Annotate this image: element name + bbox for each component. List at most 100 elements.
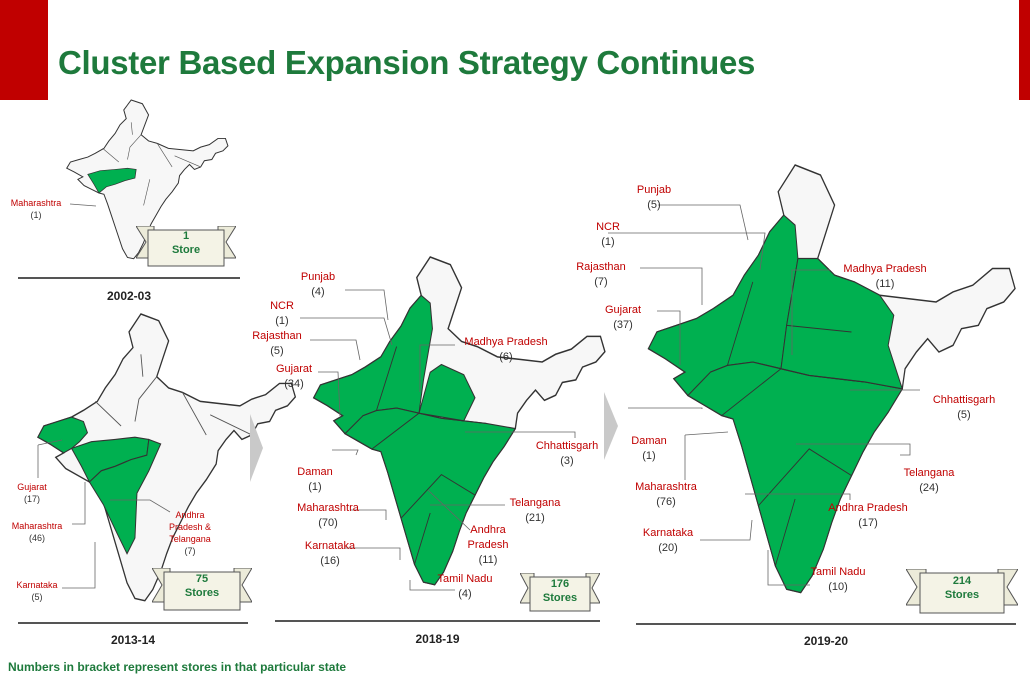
store-count: (3) bbox=[560, 454, 574, 467]
state-name: NCR bbox=[596, 221, 620, 233]
state-name: Tamil Nadu bbox=[810, 566, 866, 578]
state-name: Karnataka bbox=[304, 540, 356, 552]
state-name: Rajasthan bbox=[252, 330, 302, 342]
store-count: (1) bbox=[642, 449, 656, 462]
store-count: (7) bbox=[184, 546, 196, 557]
store-count: (11) bbox=[875, 277, 895, 290]
panel1-label-maharashtra: Maharashtra (1) bbox=[2, 197, 70, 221]
state-name: Gujarat bbox=[275, 363, 313, 375]
store-badge-2013-14-text: 75 Stores bbox=[152, 572, 252, 601]
baseline-2013-14 bbox=[18, 622, 248, 624]
state-name: Karnataka bbox=[16, 580, 58, 590]
panel3-label-andhra-pradesh: Andhra Pradesh (11) bbox=[458, 523, 518, 568]
store-count: (17) bbox=[858, 516, 878, 529]
store-count: (5) bbox=[31, 592, 43, 603]
store-unit: Stores bbox=[184, 587, 220, 600]
state-name: Maharashtra bbox=[11, 521, 63, 531]
state-name: Gujarat bbox=[604, 304, 642, 316]
store-count: (46) bbox=[28, 533, 45, 544]
baseline-2002-03 bbox=[18, 277, 240, 279]
state-name: Telangana bbox=[903, 467, 955, 479]
store-count: (11) bbox=[478, 553, 498, 566]
store-count: (1) bbox=[30, 210, 42, 221]
baseline-2019-20 bbox=[636, 623, 1016, 625]
panel3-label-karnataka: Karnataka (16) bbox=[294, 539, 366, 569]
panel2-label-andhra-telangana: Andhra Pradesh & Telangana (7) bbox=[158, 509, 222, 558]
period-2013-14: 2013-14 bbox=[110, 633, 156, 647]
map-2013-14 bbox=[37, 313, 297, 602]
panel3-label-daman: Daman (1) bbox=[290, 465, 340, 495]
store-count: (5) bbox=[270, 344, 284, 357]
map-2019-20 bbox=[647, 164, 1016, 594]
state-name: NCR bbox=[270, 300, 294, 312]
state-name: Punjab bbox=[636, 184, 672, 196]
state-name: Daman bbox=[631, 435, 667, 447]
state-name: Daman bbox=[297, 466, 333, 478]
panel4-label-tamil-nadu: Tamil Nadu (10) bbox=[800, 565, 876, 595]
store-count: (5) bbox=[957, 408, 971, 421]
state-name: Madhya Pradesh bbox=[464, 336, 548, 348]
state-name: Andhra Pradesh bbox=[828, 502, 908, 514]
state-name: Tamil Nadu bbox=[437, 573, 493, 585]
baseline-2018-19 bbox=[275, 620, 600, 622]
store-badge-2002-03 bbox=[136, 226, 236, 267]
store-count: (4) bbox=[311, 285, 325, 298]
right-accent-bar bbox=[1019, 0, 1030, 100]
store-count: (1) bbox=[275, 314, 289, 327]
state-name-line: Telangana bbox=[169, 534, 211, 545]
store-count: (4) bbox=[458, 587, 472, 600]
store-count: 75 bbox=[195, 573, 209, 585]
state-name: Telangana bbox=[509, 497, 561, 509]
state-name: Maharashtra bbox=[297, 502, 359, 514]
store-count: (6) bbox=[499, 350, 513, 363]
period-2002-03: 2002-03 bbox=[106, 289, 152, 303]
panel2-label-gujarat: Gujarat (17) bbox=[2, 481, 62, 505]
store-badge-2018-19 bbox=[520, 573, 600, 612]
panel3-label-gujarat: Gujarat (34) bbox=[266, 362, 322, 392]
panel4-label-ncr: NCR (1) bbox=[590, 220, 626, 250]
state-name: Punjab bbox=[300, 271, 336, 283]
panel4-label-madhya-pradesh: Madhya Pradesh (11) bbox=[833, 262, 937, 292]
store-count: (5) bbox=[647, 198, 661, 211]
panel3-label-tamil-nadu: Tamil Nadu (4) bbox=[426, 572, 504, 602]
store-count: (1) bbox=[308, 480, 322, 493]
panel4-label-gujarat: Gujarat (37) bbox=[595, 303, 651, 333]
panel3-label-madhya-pradesh: Madhya Pradesh (6) bbox=[455, 335, 557, 365]
panel3-label-punjab: Punjab (4) bbox=[290, 270, 346, 300]
left-accent-bar bbox=[0, 0, 48, 100]
store-count: (37) bbox=[613, 318, 633, 331]
store-count: 214 bbox=[952, 575, 972, 587]
period-2019-20: 2019-20 bbox=[803, 634, 849, 648]
store-count: (76) bbox=[656, 495, 676, 508]
store-count: (1) bbox=[601, 235, 615, 248]
state-name-line: Pradesh bbox=[467, 538, 509, 551]
store-count: (21) bbox=[525, 511, 545, 524]
state-name: Maharashtra bbox=[10, 198, 62, 208]
store-count: (20) bbox=[658, 541, 678, 554]
store-badge-2018-19-text: 176 Stores bbox=[520, 577, 600, 606]
panel2-label-karnataka: Karnataka (5) bbox=[4, 579, 70, 603]
panel3-label-maharashtra: Maharashtra (70) bbox=[286, 501, 370, 531]
panel4-label-rajasthan: Rajasthan (7) bbox=[566, 260, 636, 290]
panel3-label-rajasthan: Rajasthan (5) bbox=[244, 329, 310, 359]
panel4-label-telangana: Telangana (24) bbox=[894, 466, 964, 496]
leader-lines bbox=[37, 203, 920, 591]
store-count: 1 bbox=[182, 230, 190, 242]
panel4-label-daman: Daman (1) bbox=[624, 434, 674, 464]
footnote: Numbers in bracket represent stores in t… bbox=[8, 660, 347, 674]
state-name: Chhattisgarh bbox=[535, 440, 599, 452]
panel4-label-chhattisgarh: Chhattisgarh (5) bbox=[922, 393, 1006, 423]
state-name: Maharashtra bbox=[635, 481, 697, 493]
panel4-label-karnataka: Karnataka (20) bbox=[632, 526, 704, 556]
store-count: (70) bbox=[318, 516, 338, 529]
store-count: (16) bbox=[320, 554, 340, 567]
state-name: Chhattisgarh bbox=[932, 394, 996, 406]
store-unit: Store bbox=[171, 244, 201, 257]
arrow-2 bbox=[604, 392, 618, 460]
state-name: Gujarat bbox=[17, 482, 47, 492]
map-2002-03 bbox=[66, 99, 229, 260]
panel3-label-chhattisgarh: Chhattisgarh (3) bbox=[528, 439, 606, 469]
store-count: (17) bbox=[23, 494, 40, 505]
store-badge-2019-20 bbox=[906, 569, 1018, 614]
map-2018-19 bbox=[312, 256, 606, 586]
